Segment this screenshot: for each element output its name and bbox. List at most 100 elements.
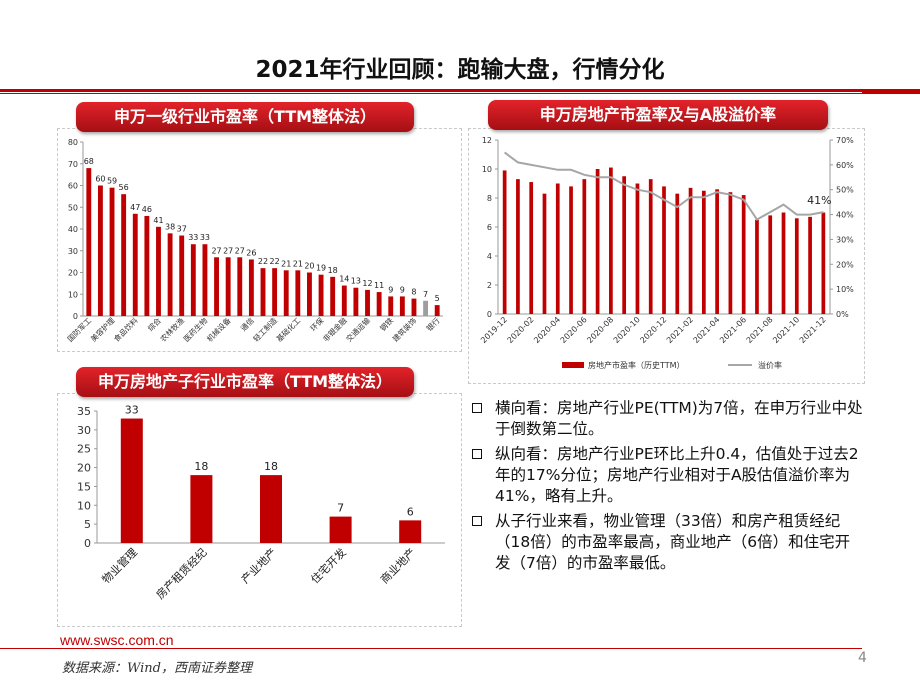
bar	[329, 516, 352, 543]
x-tick-label: 食品饮料	[111, 315, 140, 344]
data-label: 27	[211, 246, 221, 255]
pe-bar	[741, 195, 746, 314]
bar	[272, 268, 278, 316]
data-label: 18	[328, 266, 338, 275]
right-tick-label: 0%	[836, 310, 849, 319]
industry-pe-banner: 申万一级行业市盈率（TTM整体法）	[76, 102, 414, 132]
premium-annotation: 41%	[807, 194, 831, 207]
data-label: 22	[258, 257, 268, 266]
x-tick-label: 2021-06	[718, 315, 748, 345]
data-label: 18	[194, 460, 208, 473]
bar	[260, 475, 282, 543]
right-tick-label: 70%	[836, 136, 854, 145]
bar	[237, 257, 243, 316]
x-tick-label: 医药生物	[181, 315, 210, 344]
premium-line	[503, 151, 824, 221]
pe-bar	[609, 167, 613, 314]
data-label: 27	[235, 246, 245, 255]
x-tick-label: 物业管理	[99, 545, 140, 586]
bar	[411, 298, 417, 316]
pe-bar	[502, 170, 507, 314]
x-tick-label: 交通运输	[344, 315, 373, 344]
bar	[120, 418, 143, 543]
pe-bar	[755, 219, 759, 314]
bullet-item: 纵向看：房地产行业PE环比上升0.4，估值处于过去2年的17%分位；房地产行业相…	[470, 444, 865, 507]
summary-bullets: 横向看：房地产行业PE(TTM)为7倍，在申万行业中处于倒数第二位。 纵向看：房…	[470, 398, 865, 578]
data-label: 27	[223, 246, 233, 255]
bar	[86, 168, 92, 316]
x-tick-label: 环保	[309, 316, 326, 333]
bar	[202, 244, 208, 316]
x-tick-label: 国防军工	[65, 315, 94, 344]
data-label: 38	[165, 222, 175, 231]
bar	[97, 185, 103, 316]
y-tick-label: 60	[68, 182, 78, 191]
left-tick-label: 10	[482, 165, 492, 174]
bar	[167, 233, 173, 316]
data-label: 18	[264, 460, 278, 473]
bar	[353, 287, 359, 316]
data-label: 46	[142, 205, 152, 214]
data-label: 59	[107, 177, 117, 186]
checkbox-bullet-icon	[472, 403, 482, 413]
y-tick-label: 10	[68, 290, 78, 299]
pe-bar	[595, 169, 600, 314]
x-tick-label: 农林牧渔	[158, 315, 187, 344]
data-label: 37	[177, 225, 187, 234]
left-tick-label: 2	[487, 281, 492, 290]
legend-bar-label: 房地产市盈率（历史TTM）	[588, 360, 685, 370]
data-label: 13	[351, 277, 361, 286]
y-tick-label: 70	[68, 160, 78, 169]
pe-bar	[688, 187, 693, 314]
right-tick-label: 40%	[836, 211, 854, 220]
bar	[225, 257, 231, 316]
page-number: 4	[858, 650, 867, 666]
data-label: 11	[374, 281, 384, 290]
data-label: 9	[388, 285, 393, 294]
realestate-pe-banner: 申万房地产市盈率及与A股溢价率	[488, 100, 828, 130]
data-label: 60	[95, 175, 105, 184]
pe-bar	[569, 186, 573, 314]
x-tick-label: 2019-12	[479, 315, 509, 345]
data-label: 21	[281, 259, 291, 268]
x-tick-label: 2020-12	[638, 315, 668, 345]
y-tick-label: 80	[68, 138, 78, 147]
x-tick-label: 2020-08	[585, 315, 615, 345]
data-label: 33	[200, 233, 210, 242]
bar	[295, 270, 301, 316]
realestate-pe-chart: 0 2 4 6 8 10 12 0% 10% 20% 30% 40% 50% 60% 70% 41% 2019-…	[479, 136, 854, 370]
bar	[156, 226, 161, 316]
pe-bar	[781, 212, 786, 314]
bar	[307, 272, 312, 316]
legend-bar-swatch	[562, 362, 584, 368]
bar	[365, 289, 370, 316]
data-label: 33	[125, 404, 139, 417]
bar	[423, 300, 429, 316]
source-note: 数据来源：Wind，西南证券整理	[62, 661, 252, 676]
pe-bar	[821, 212, 826, 314]
pe-bar	[794, 218, 799, 314]
left-tick-label: 6	[487, 223, 492, 232]
x-tick-label: 2020-10	[612, 315, 642, 345]
pe-bar	[582, 179, 587, 314]
x-tick-label: 商业地产	[377, 545, 418, 586]
bar	[318, 274, 324, 316]
right-tick-label: 20%	[836, 260, 854, 269]
title-accent-tab	[862, 89, 920, 94]
x-tick-label: 2020-04	[532, 315, 562, 345]
bar	[434, 305, 440, 316]
data-label: 6	[407, 505, 414, 518]
x-tick-label: 2020-06	[559, 315, 589, 345]
x-tick-label: 钢铁	[377, 315, 395, 333]
pe-bar	[675, 193, 680, 314]
legend-line-label: 溢价率	[758, 360, 782, 370]
bullet-item: 从子行业来看，物业管理（33倍）和房产租赁经纪（18倍）的市盈率最高，商业地产（…	[470, 511, 865, 574]
bar	[388, 296, 394, 316]
x-tick-label: 通信	[238, 315, 256, 333]
pe-bar	[529, 182, 534, 314]
data-label: 9	[400, 285, 405, 294]
pe-bar	[768, 215, 773, 314]
pe-bar	[648, 179, 653, 314]
pe-bar	[622, 176, 627, 314]
